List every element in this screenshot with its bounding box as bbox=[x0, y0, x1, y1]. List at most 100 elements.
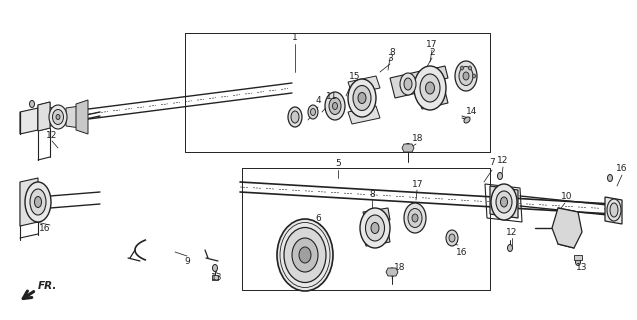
Ellipse shape bbox=[461, 66, 464, 70]
Polygon shape bbox=[605, 197, 622, 224]
Text: 15: 15 bbox=[349, 71, 361, 81]
Polygon shape bbox=[363, 230, 390, 246]
Text: 13: 13 bbox=[576, 263, 588, 273]
Ellipse shape bbox=[348, 79, 376, 117]
Text: 16: 16 bbox=[39, 223, 51, 233]
Polygon shape bbox=[212, 275, 218, 280]
Text: 12: 12 bbox=[47, 131, 58, 140]
Ellipse shape bbox=[404, 78, 412, 90]
Text: 16: 16 bbox=[456, 247, 468, 257]
Ellipse shape bbox=[408, 209, 422, 228]
Ellipse shape bbox=[449, 234, 455, 242]
Ellipse shape bbox=[299, 247, 311, 263]
Ellipse shape bbox=[405, 143, 411, 153]
Ellipse shape bbox=[610, 203, 618, 217]
Text: 10: 10 bbox=[561, 191, 573, 201]
Ellipse shape bbox=[284, 228, 326, 283]
Ellipse shape bbox=[446, 230, 458, 246]
Text: 18: 18 bbox=[394, 262, 406, 271]
Text: 2: 2 bbox=[429, 47, 435, 57]
Text: 6: 6 bbox=[315, 213, 321, 222]
Ellipse shape bbox=[508, 244, 513, 252]
Text: 7: 7 bbox=[489, 157, 495, 166]
Ellipse shape bbox=[497, 172, 503, 180]
Ellipse shape bbox=[414, 66, 446, 110]
Polygon shape bbox=[418, 66, 448, 84]
Polygon shape bbox=[390, 70, 430, 98]
Polygon shape bbox=[66, 106, 80, 128]
Text: 5: 5 bbox=[335, 158, 341, 167]
Text: 8: 8 bbox=[389, 47, 395, 57]
Ellipse shape bbox=[353, 85, 371, 110]
Ellipse shape bbox=[292, 238, 318, 272]
Ellipse shape bbox=[575, 259, 580, 266]
Ellipse shape bbox=[404, 203, 426, 233]
Polygon shape bbox=[490, 186, 518, 218]
Ellipse shape bbox=[30, 189, 46, 215]
Ellipse shape bbox=[608, 174, 613, 181]
Ellipse shape bbox=[333, 102, 338, 109]
Text: 14: 14 bbox=[466, 107, 478, 116]
Ellipse shape bbox=[607, 199, 621, 221]
Ellipse shape bbox=[426, 82, 434, 94]
Text: 4: 4 bbox=[315, 95, 321, 105]
Ellipse shape bbox=[371, 222, 379, 234]
Text: 3: 3 bbox=[387, 53, 393, 62]
Ellipse shape bbox=[325, 92, 345, 120]
Text: 1: 1 bbox=[292, 33, 298, 42]
Text: 12: 12 bbox=[497, 156, 509, 164]
Polygon shape bbox=[50, 106, 60, 126]
Ellipse shape bbox=[420, 74, 440, 102]
Polygon shape bbox=[20, 108, 38, 134]
Polygon shape bbox=[552, 208, 582, 248]
Ellipse shape bbox=[389, 268, 394, 276]
Polygon shape bbox=[402, 144, 414, 152]
Ellipse shape bbox=[310, 108, 315, 116]
Text: 17: 17 bbox=[412, 180, 424, 188]
Ellipse shape bbox=[52, 109, 64, 124]
Polygon shape bbox=[38, 102, 50, 131]
Ellipse shape bbox=[358, 92, 366, 103]
Ellipse shape bbox=[455, 61, 477, 91]
Text: 18: 18 bbox=[412, 133, 424, 142]
Polygon shape bbox=[386, 268, 398, 276]
Ellipse shape bbox=[496, 191, 512, 213]
Ellipse shape bbox=[288, 107, 302, 127]
Ellipse shape bbox=[56, 115, 60, 119]
Ellipse shape bbox=[464, 117, 470, 123]
Text: 12: 12 bbox=[506, 228, 518, 236]
Ellipse shape bbox=[473, 74, 475, 78]
Text: 9: 9 bbox=[184, 258, 190, 267]
Polygon shape bbox=[20, 178, 38, 226]
Ellipse shape bbox=[25, 182, 51, 222]
Ellipse shape bbox=[291, 111, 299, 123]
Ellipse shape bbox=[213, 265, 217, 271]
Polygon shape bbox=[348, 106, 380, 124]
Text: 8: 8 bbox=[369, 189, 375, 198]
Polygon shape bbox=[38, 102, 50, 131]
Polygon shape bbox=[574, 255, 582, 260]
Ellipse shape bbox=[412, 214, 418, 222]
Ellipse shape bbox=[400, 73, 416, 95]
Ellipse shape bbox=[366, 215, 385, 241]
Ellipse shape bbox=[49, 105, 67, 129]
Ellipse shape bbox=[491, 184, 517, 220]
Text: FR.: FR. bbox=[38, 281, 57, 291]
Polygon shape bbox=[348, 76, 380, 94]
Ellipse shape bbox=[360, 208, 390, 248]
Text: 11: 11 bbox=[326, 92, 338, 100]
Ellipse shape bbox=[459, 67, 473, 85]
Ellipse shape bbox=[501, 197, 508, 207]
Ellipse shape bbox=[29, 100, 34, 108]
Polygon shape bbox=[76, 100, 88, 134]
Text: 16: 16 bbox=[616, 164, 627, 172]
Text: 17: 17 bbox=[426, 39, 438, 49]
Ellipse shape bbox=[34, 196, 41, 207]
Text: 13: 13 bbox=[211, 274, 223, 283]
Ellipse shape bbox=[277, 219, 333, 291]
Polygon shape bbox=[363, 208, 390, 224]
Ellipse shape bbox=[308, 105, 318, 119]
Ellipse shape bbox=[463, 72, 469, 80]
Polygon shape bbox=[418, 91, 448, 109]
Ellipse shape bbox=[329, 98, 341, 115]
